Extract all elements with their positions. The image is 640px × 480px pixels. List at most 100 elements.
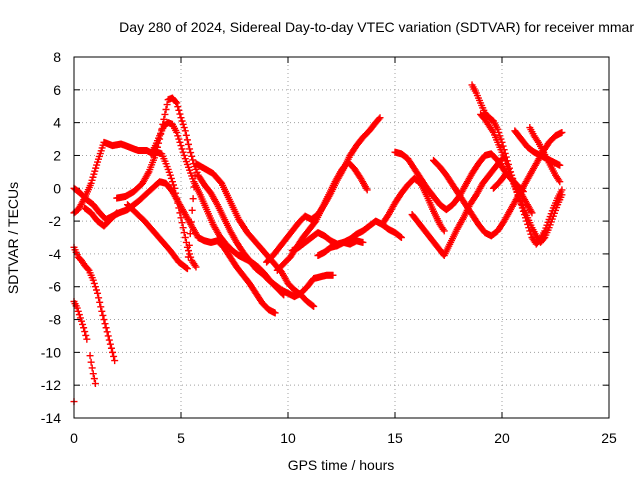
data-point <box>499 142 507 150</box>
data-point <box>87 179 95 187</box>
data-point <box>75 311 83 319</box>
data-point <box>178 219 186 227</box>
data-point <box>79 320 87 328</box>
data-point <box>180 124 188 132</box>
y-tick-label: -4 <box>49 246 62 262</box>
data-point <box>177 114 185 122</box>
x-tick-label: 25 <box>601 430 617 446</box>
data-point <box>107 344 115 352</box>
y-tick-label: -8 <box>49 312 62 328</box>
data-point <box>82 331 90 339</box>
data-point <box>179 148 187 156</box>
data-point <box>558 191 566 199</box>
data-point <box>162 106 170 114</box>
y-axis-label: SDTVAR / TECUs <box>5 182 21 294</box>
y-tick-label: -12 <box>41 377 61 393</box>
series-arc-23 <box>489 170 536 217</box>
data-point <box>376 114 384 122</box>
data-point <box>160 115 168 123</box>
y-tick-label: 8 <box>53 49 61 65</box>
data-point <box>172 98 180 106</box>
data-point <box>183 136 191 144</box>
series-arc-22 <box>526 124 564 186</box>
data-point <box>184 140 192 148</box>
data-point <box>84 265 92 273</box>
data-point <box>558 128 566 136</box>
data-point <box>192 263 200 271</box>
data-point <box>81 328 89 336</box>
data-point <box>96 298 104 306</box>
series-arc-17 <box>408 155 506 260</box>
data-point <box>88 364 96 372</box>
data-point <box>175 106 183 114</box>
y-tick-label: -14 <box>41 410 61 426</box>
data-point <box>173 128 181 136</box>
data-point <box>280 291 288 299</box>
data-point <box>271 309 279 317</box>
data-point <box>174 132 182 140</box>
data-point <box>77 317 85 325</box>
data-point <box>110 352 118 360</box>
data-point <box>92 164 100 172</box>
data-point <box>74 307 82 315</box>
y-tick-label: 0 <box>53 180 61 196</box>
data-point <box>178 117 186 125</box>
series-arc-6 <box>70 178 279 317</box>
data-point <box>359 238 367 246</box>
data-point <box>496 132 504 140</box>
series-arc-18 <box>430 128 566 240</box>
data-point <box>176 138 184 146</box>
data-point <box>105 336 113 344</box>
series-arc-10 <box>147 119 288 299</box>
x-tick-label: 20 <box>494 430 510 446</box>
data-point <box>98 307 106 315</box>
data-point <box>80 324 88 332</box>
plot-frame <box>73 56 610 419</box>
data-point <box>177 214 185 222</box>
data-point <box>106 340 114 348</box>
data-point <box>279 290 287 298</box>
data-point <box>88 176 96 184</box>
data-point <box>90 279 98 287</box>
data-point <box>528 209 536 217</box>
data-point <box>89 370 97 378</box>
data-point <box>90 170 98 178</box>
data-point <box>363 186 371 194</box>
data-point <box>187 218 195 226</box>
series-arc-7 <box>81 204 121 230</box>
data-point <box>184 247 192 255</box>
y-tick-label: 6 <box>53 82 61 98</box>
y-tick-label: -2 <box>49 213 62 229</box>
data-point <box>189 156 197 164</box>
data-point <box>175 135 183 143</box>
x-tick-label: 15 <box>387 430 403 446</box>
data-point <box>166 171 174 179</box>
data-point <box>180 229 188 237</box>
axis-layer: 0 5 10 15 20 25 -14 -12 -10 -8 -6 -4 -2 0 2 4 6 8 <box>41 49 617 446</box>
data-point <box>182 264 190 272</box>
x-tick-label: 10 <box>280 430 296 446</box>
series-arc-20 <box>477 110 566 246</box>
data-point <box>181 127 189 135</box>
data-point <box>180 151 188 159</box>
data-point <box>186 145 194 153</box>
data-point <box>179 120 187 128</box>
data-point <box>167 174 175 182</box>
data-point <box>309 302 317 310</box>
data-point <box>113 209 121 217</box>
data-point <box>109 348 117 356</box>
data-point <box>497 135 505 143</box>
data-point <box>397 233 405 241</box>
data-point <box>178 145 186 153</box>
data-point <box>86 352 94 360</box>
data-point <box>102 324 110 332</box>
data-point <box>94 289 102 297</box>
data-point <box>168 178 176 186</box>
series-arc-3 <box>86 352 99 388</box>
data-layer <box>70 81 566 406</box>
data-point <box>76 314 84 322</box>
data-point <box>176 110 184 118</box>
data-point <box>182 131 190 139</box>
data-point <box>112 210 120 218</box>
